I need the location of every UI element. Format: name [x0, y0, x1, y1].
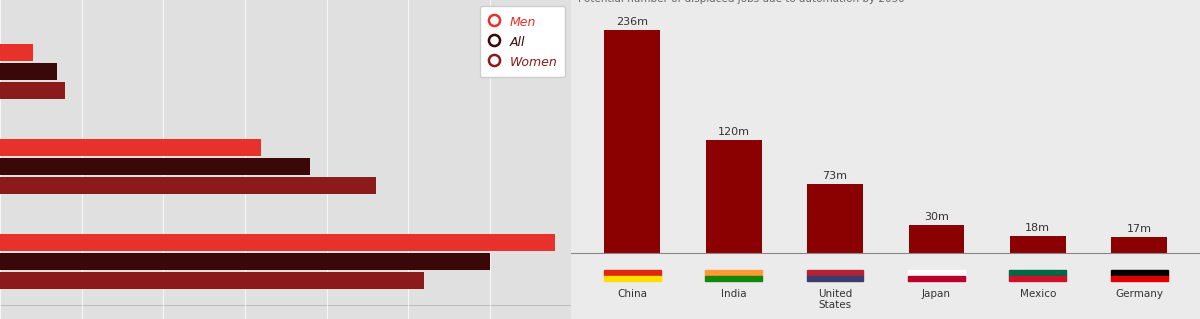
Bar — [605, 30, 660, 253]
Bar — [706, 140, 762, 253]
Bar — [1010, 236, 1066, 253]
Text: Potential number of displaced jobs due to automation by 2030*: Potential number of displaced jobs due t… — [577, 0, 910, 4]
Bar — [0, 177, 376, 194]
Bar — [0, 272, 425, 289]
Bar — [1111, 237, 1168, 253]
Text: China: China — [617, 289, 647, 299]
Bar — [0, 63, 58, 80]
Bar — [706, 276, 762, 281]
Bar — [0, 82, 65, 99]
Text: Japan: Japan — [922, 289, 950, 299]
Bar — [806, 270, 864, 276]
Bar — [1009, 270, 1066, 276]
Text: 73m: 73m — [822, 171, 847, 181]
Bar — [0, 234, 556, 251]
Text: 120m: 120m — [718, 127, 750, 137]
Bar — [908, 225, 965, 253]
Bar — [1111, 276, 1168, 281]
Text: 17m: 17m — [1127, 224, 1152, 234]
Text: India: India — [721, 289, 746, 299]
Text: United
States: United States — [818, 289, 852, 310]
Bar — [808, 184, 863, 253]
Bar — [908, 276, 965, 281]
Bar — [806, 276, 864, 281]
Text: 30m: 30m — [924, 212, 949, 222]
Bar — [0, 253, 490, 271]
Bar — [1009, 276, 1066, 281]
Text: 18m: 18m — [1025, 223, 1050, 233]
Bar — [1111, 270, 1168, 276]
Bar — [604, 276, 661, 281]
Bar — [0, 158, 311, 175]
Legend: Men, All, Women: Men, All, Women — [480, 6, 565, 77]
Bar — [0, 139, 262, 156]
Bar — [0, 44, 32, 61]
Bar — [604, 270, 661, 276]
Bar — [908, 270, 965, 276]
Text: Germany: Germany — [1115, 289, 1163, 299]
Bar — [706, 270, 762, 276]
Text: 236m: 236m — [617, 17, 648, 27]
Text: Mexico: Mexico — [1020, 289, 1056, 299]
